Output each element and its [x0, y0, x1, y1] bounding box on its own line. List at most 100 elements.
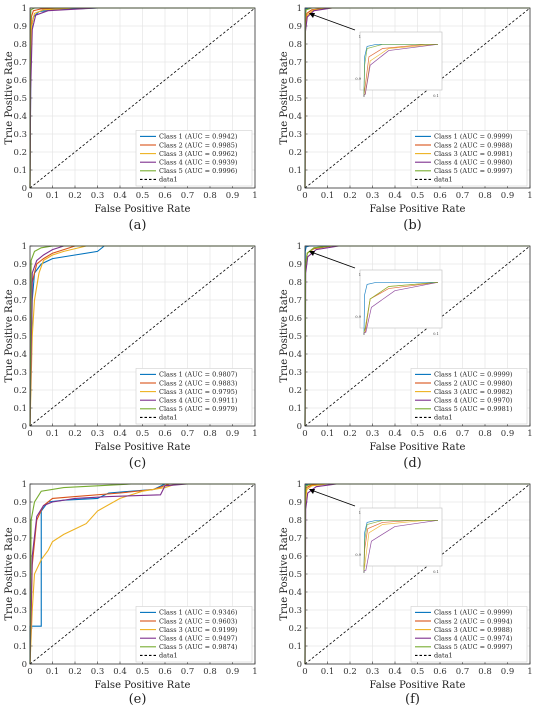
roc-curve-class-4: [29, 483, 255, 665]
legend-entry: Class 3 (AUC = 0.9981): [434, 150, 513, 158]
x-tick-label: 0.6: [158, 429, 172, 439]
x-tick-label: 0.2: [68, 429, 82, 439]
axes-box: [29, 245, 256, 427]
y-tick-label: 0.5: [288, 94, 302, 104]
x-tick-label: 0.3: [366, 429, 380, 439]
x-tick-label: 0.9: [501, 667, 515, 677]
legend-entry: Class 4 (AUC = 0.9980): [434, 159, 513, 167]
y-tick-label: 0.1: [13, 642, 27, 652]
x-tick-label: 0.9: [501, 191, 515, 201]
legend-entry: Class 2 (AUC = 0.9988): [434, 141, 513, 149]
x-tick-label: 0.1: [46, 667, 60, 677]
caption-a: (a): [128, 218, 147, 233]
x-tick-label: 0.7: [181, 191, 195, 201]
y-tick-label: 0.3: [13, 130, 27, 140]
y-tick-label: 1: [297, 4, 302, 14]
x-tick-label: 0.5: [411, 429, 425, 439]
x-tick-label: 0.6: [433, 191, 447, 201]
inset-box: [359, 31, 443, 91]
inset-curve-class-5: [363, 43, 438, 95]
x-axis-label: False Positive Rate: [95, 204, 191, 215]
legend-entry: data1: [434, 176, 453, 184]
y-tick-label: 0.1: [13, 166, 27, 176]
inset-y-tick: 0.9: [355, 553, 361, 557]
legend-entry: Class 2 (AUC = 0.9985): [159, 141, 238, 149]
legend-entry: data1: [159, 652, 178, 660]
legend-entry: Class 2 (AUC = 0.9603): [159, 617, 238, 625]
roc-chart-b: 0 0.1 0.2 0.3 0.4 0.5 0.6 0.7 0.8 0.9 1 0 0.1 0.2 0.3 0…: [279, 4, 533, 215]
x-axis-label: False Positive Rate: [370, 204, 466, 215]
x-tick-label: 0: [27, 429, 32, 439]
y-tick-label: 0.1: [288, 404, 302, 414]
caption-b: (b): [403, 218, 422, 233]
y-tick-label: 0.2: [288, 624, 302, 634]
x-tick-label: 0.1: [321, 191, 335, 201]
x-tick-label: 0.8: [478, 667, 492, 677]
x-tick-label: 0.3: [91, 191, 105, 201]
y-tick-label: 0.8: [13, 40, 27, 50]
y-tick-label: 0.7: [13, 58, 27, 68]
x-tick-label: 0: [302, 429, 307, 439]
legend-entry: Class 1 (AUC = 0.9942): [159, 133, 238, 141]
roc-chart-a: 0 0.1 0.2 0.3 0.4 0.5 0.6 0.7 0.8 0.9 1 0 0.1 0.2 0.3 0…: [4, 4, 258, 215]
y-axis-label: True Positive Rate: [279, 289, 290, 382]
inset-y-tick: 1: [359, 511, 361, 515]
legend-entry: Class 3 (AUC = 0.9962): [159, 150, 238, 158]
y-tick-label: 0.5: [13, 570, 27, 580]
panel-f: 0 0.1 0.2 0.3 0.4 0.5 0.6 0.7 0.8 0.9 1 0 0.1 0.2 0.3 0…: [275, 476, 550, 714]
legend-entry: data1: [434, 652, 453, 660]
inset-curve-class-5: [363, 519, 438, 571]
x-tick-label: 1: [527, 429, 532, 439]
x-tick-label: 0.1: [46, 429, 60, 439]
y-axis-label: True Positive Rate: [4, 289, 15, 382]
x-tick-label: 1: [252, 191, 257, 201]
x-tick-label: 0.4: [113, 191, 127, 201]
y-tick-label: 0.2: [13, 624, 27, 634]
inset-curve-class-4: [364, 519, 439, 571]
y-tick-label: 0.1: [288, 642, 302, 652]
x-tick-label: 0.4: [388, 667, 402, 677]
inset-y-tick: 0.9: [355, 77, 361, 81]
y-tick-label: 0.4: [13, 112, 27, 122]
x-tick-label: 0.4: [113, 667, 127, 677]
x-tick-label: 0.4: [388, 429, 402, 439]
legend-box: [410, 368, 528, 425]
legend-entry: Class 4 (AUC = 0.9497): [159, 635, 238, 643]
x-tick-label: 0.8: [203, 191, 217, 201]
caption-d: (d): [403, 456, 422, 471]
inset-x-tick: 0.1: [433, 570, 439, 574]
y-axis-label: True Positive Rate: [279, 51, 290, 144]
x-tick-label: 0.5: [411, 191, 425, 201]
legend-entry: Class 2 (AUC = 0.9994): [434, 617, 513, 625]
legend-box: [135, 368, 253, 425]
x-tick-label: 0.2: [68, 191, 82, 201]
y-tick-label: 0.3: [288, 368, 302, 378]
roc-curve-class-3: [29, 483, 255, 665]
diagonal-reference-line: [304, 245, 531, 427]
diagonal-reference-line: [304, 7, 531, 189]
diagonal-reference-line: [29, 245, 256, 427]
x-tick-label: 0.4: [113, 429, 127, 439]
diagonal-reference-line: [29, 483, 256, 665]
roc-chart-c: 0 0.1 0.2 0.3 0.4 0.5 0.6 0.7 0.8 0.9 1 0 0.1 0.2 0.3 0…: [4, 242, 258, 453]
y-tick-label: 0.7: [13, 534, 27, 544]
inset-curve-class-4: [364, 281, 439, 333]
x-tick-label: 0: [27, 667, 32, 677]
y-tick-label: 0.8: [13, 516, 27, 526]
x-tick-label: 0.6: [433, 429, 447, 439]
y-tick-label: 0.1: [13, 404, 27, 414]
x-tick-label: 0.3: [366, 191, 380, 201]
x-tick-label: 0: [302, 191, 307, 201]
x-tick-label: 0.7: [456, 667, 470, 677]
zoom-arrow-head: [309, 489, 315, 494]
legend-entry: Class 5 (AUC = 0.9874): [159, 643, 238, 651]
x-tick-label: 0.7: [456, 191, 470, 201]
x-tick-label: 0.9: [226, 191, 240, 201]
y-tick-label: 0.7: [288, 534, 302, 544]
x-tick-label: 0.2: [343, 667, 357, 677]
x-tick-label: 0: [302, 667, 307, 677]
legend-box: [135, 130, 253, 187]
inset-box: [359, 269, 443, 329]
legend-entry: Class 1 (AUC = 0.9999): [434, 371, 513, 379]
